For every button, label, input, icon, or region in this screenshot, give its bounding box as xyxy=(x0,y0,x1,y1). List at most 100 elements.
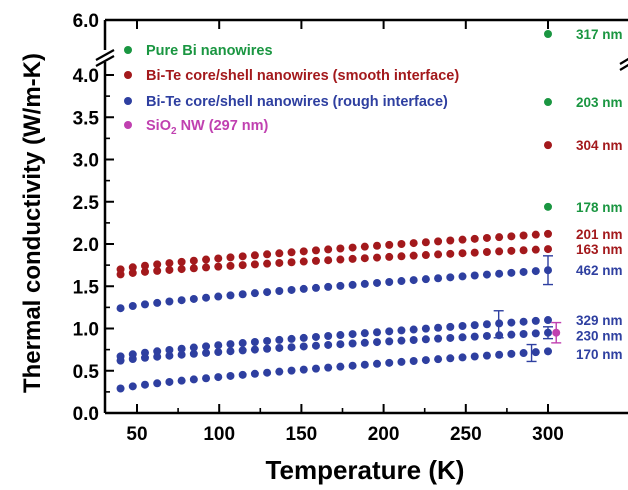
x-tick-label: 150 xyxy=(286,424,318,445)
legend-label: Pure Bi nanowires xyxy=(146,43,273,59)
data-point xyxy=(360,338,369,347)
data-point xyxy=(348,339,357,348)
data-point xyxy=(214,292,223,301)
data-point xyxy=(470,321,479,330)
data-point xyxy=(324,256,333,265)
data-point xyxy=(507,246,516,255)
axis-break-mark xyxy=(619,57,628,65)
data-point xyxy=(250,260,259,269)
data-point xyxy=(311,256,320,265)
data-point xyxy=(263,288,272,297)
data-point xyxy=(165,345,174,354)
data-point xyxy=(238,290,247,299)
data-point xyxy=(324,340,333,349)
data-point xyxy=(311,246,320,255)
data-point xyxy=(409,335,418,344)
y-tick-label: 6.0 xyxy=(73,11,99,32)
data-point xyxy=(360,254,369,263)
data-point xyxy=(421,356,430,365)
axis-break-mark xyxy=(95,49,115,61)
data-point xyxy=(458,353,467,362)
data-point xyxy=(189,349,198,358)
axis-break-mark xyxy=(619,63,628,71)
data-point xyxy=(153,352,162,361)
data-point xyxy=(495,331,504,340)
data-point xyxy=(336,281,345,290)
data-point xyxy=(458,272,467,281)
data-point xyxy=(434,323,443,332)
data-point xyxy=(531,245,540,254)
data-point xyxy=(250,345,259,354)
data-point xyxy=(409,325,418,334)
data-point xyxy=(336,244,345,253)
x-tick-label: 50 xyxy=(126,424,147,445)
data-point xyxy=(385,358,394,367)
data-point xyxy=(226,261,235,270)
data-point xyxy=(177,265,186,274)
data-point xyxy=(482,320,491,329)
data-point xyxy=(299,257,308,266)
data-point xyxy=(397,326,406,335)
data-point xyxy=(544,347,552,356)
data-point xyxy=(324,363,333,372)
plot-frame xyxy=(95,18,628,415)
data-point xyxy=(202,374,211,383)
data-point xyxy=(116,304,125,313)
data-point xyxy=(287,343,296,352)
legend: Pure Bi nanowires Bi-Te core/shell nanowi… xyxy=(124,43,459,137)
data-point xyxy=(336,362,345,371)
data-point xyxy=(385,277,394,286)
data-point xyxy=(287,334,296,343)
data-point xyxy=(177,350,186,359)
data-point xyxy=(360,329,369,338)
data-point xyxy=(458,249,467,258)
data-point xyxy=(470,248,479,257)
data-point xyxy=(507,330,516,339)
data-point xyxy=(385,337,394,346)
y-tick-label: 2.0 xyxy=(73,235,99,256)
data-point xyxy=(226,253,235,262)
data-point xyxy=(409,276,418,285)
legend-label: Bi-Te core/shell nanowires (rough interf… xyxy=(146,94,448,110)
data-point xyxy=(397,239,406,248)
data-point xyxy=(116,356,125,365)
data-point xyxy=(373,338,382,347)
data-point xyxy=(446,273,455,282)
data-point xyxy=(250,337,259,346)
point-label: 462 nm xyxy=(576,263,623,278)
data-point xyxy=(226,347,235,356)
data-point xyxy=(470,234,479,243)
data-point xyxy=(165,259,174,268)
data-point xyxy=(348,330,357,339)
y-tick-label: 0.0 xyxy=(73,404,99,425)
data-point xyxy=(519,231,528,240)
data-point xyxy=(177,296,186,305)
data-point xyxy=(214,348,223,357)
data-point xyxy=(299,365,308,374)
data-point xyxy=(128,382,137,391)
data-point xyxy=(531,329,540,338)
data-point xyxy=(165,297,174,306)
y-tick-label: 2.5 xyxy=(73,193,100,214)
data-point xyxy=(324,282,333,291)
data-point xyxy=(385,252,394,261)
data-point xyxy=(275,287,284,296)
data-point xyxy=(385,327,394,336)
data-point xyxy=(360,360,369,369)
data-point xyxy=(116,270,125,279)
legend-label: Bi-Te core/shell nanowires (smooth inter… xyxy=(146,68,459,84)
data-point xyxy=(202,263,211,272)
data-point xyxy=(373,278,382,287)
data-point xyxy=(531,316,540,325)
data-point xyxy=(202,293,211,302)
x-tick-label: 200 xyxy=(368,424,400,445)
data-point xyxy=(177,257,186,266)
data-point xyxy=(128,268,137,277)
data-point xyxy=(482,270,491,279)
data-point xyxy=(373,253,382,262)
data-point xyxy=(470,332,479,341)
data-point xyxy=(165,377,174,386)
x-tick-label: 250 xyxy=(450,424,482,445)
data-point xyxy=(140,353,149,362)
data-point xyxy=(409,357,418,366)
